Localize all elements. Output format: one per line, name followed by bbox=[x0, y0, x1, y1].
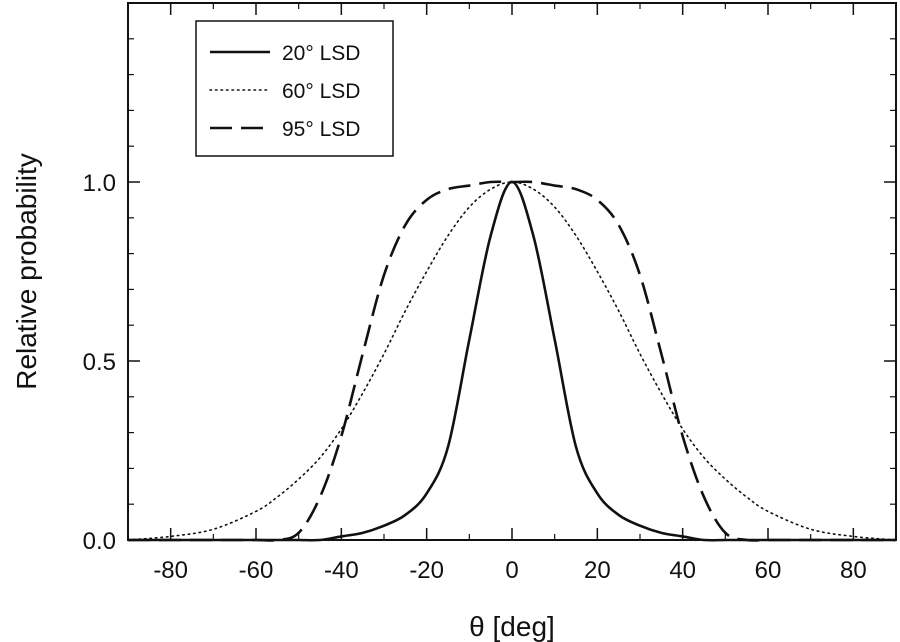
series-line-0 bbox=[128, 180, 896, 542]
y-axis-ticks: 0.0 0.5 1.0 bbox=[83, 38, 896, 555]
x-tick-label: 0 bbox=[505, 557, 518, 584]
x-tick-label: -40 bbox=[324, 557, 359, 584]
legend-label: 60° LSD bbox=[282, 80, 360, 103]
x-tick-label: -60 bbox=[239, 557, 274, 584]
x-tick-label: -80 bbox=[153, 557, 188, 584]
x-axis-title: θ [deg] bbox=[469, 611, 555, 642]
series-lines bbox=[127, 180, 897, 542]
y-tick-label: 1.0 bbox=[83, 170, 116, 197]
series-line-1 bbox=[127, 181, 897, 541]
y-tick-label: 0.0 bbox=[83, 528, 116, 555]
legend: 20° LSD 60° LSD 95° LSD bbox=[195, 20, 394, 157]
x-tick-label: 80 bbox=[840, 557, 867, 584]
legend-box bbox=[195, 20, 394, 157]
series-line-2 bbox=[128, 180, 896, 542]
x-tick-label: -20 bbox=[409, 557, 444, 584]
x-axis-ticks: -80 -60 -40 -20 0 20 40 60 80 bbox=[127, 3, 897, 584]
y-tick-label: 0.5 bbox=[83, 349, 116, 376]
y-axis-title: Relative probability bbox=[11, 153, 42, 390]
x-tick-label: 60 bbox=[755, 557, 782, 584]
plot-area: -80 -60 -40 -20 0 20 40 60 80 0.0 0.5 1.0 bbox=[83, 2, 897, 584]
x-tick-label: 40 bbox=[669, 557, 696, 584]
x-tick-label: 20 bbox=[584, 557, 611, 584]
legend-label: 20° LSD bbox=[282, 42, 360, 65]
legend-label: 95° LSD bbox=[282, 118, 360, 141]
